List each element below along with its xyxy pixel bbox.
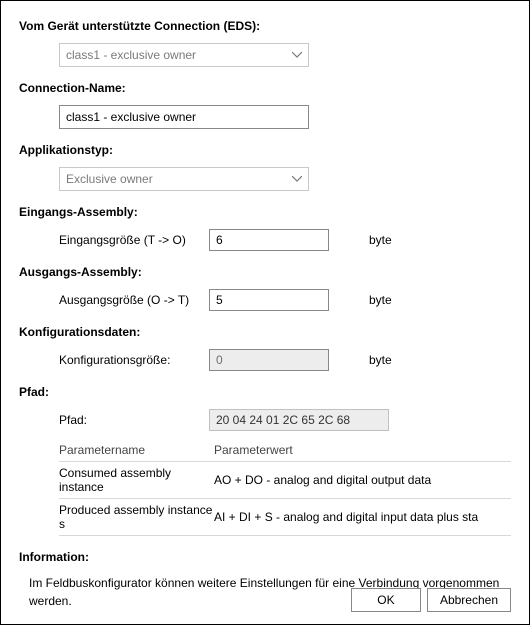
param-value-cell: AI + DI + S - analog and digital input d…: [214, 510, 511, 524]
param-value-cell: AO + DO - analog and digital output data: [214, 473, 511, 487]
ok-button-label: OK: [377, 593, 394, 607]
output-size-label: Ausgangsgröße (O -> T): [59, 293, 209, 307]
output-size-input[interactable]: 5: [209, 289, 329, 311]
dialog-container: Vom Gerät unterstützte Connection (EDS):…: [0, 0, 530, 625]
apptype-select[interactable]: Exclusive owner: [59, 167, 309, 191]
ok-button[interactable]: OK: [351, 588, 421, 612]
config-size-label: Konfigurationsgröße:: [59, 353, 209, 367]
param-table-row: Consumed assembly instance AO + DO - ana…: [59, 462, 511, 499]
chevron-down-icon: [292, 52, 302, 58]
apptype-label: Applikationstyp:: [19, 143, 511, 157]
path-input: 20 04 24 01 2C 65 2C 68: [209, 409, 389, 431]
input-size-input[interactable]: 6: [209, 229, 329, 251]
apptype-selected-text: Exclusive owner: [66, 172, 153, 186]
connection-name-label: Connection-Name:: [19, 81, 511, 95]
output-size-unit: byte: [369, 293, 392, 307]
button-bar: OK Abbrechen: [351, 588, 511, 612]
eds-selected-text: class1 - exclusive owner: [66, 48, 196, 62]
param-col-value: Parameterwert: [214, 443, 511, 457]
param-table-row: Produced assembly instance s AI + DI + S…: [59, 499, 511, 536]
connection-name-input[interactable]: class1 - exclusive owner: [59, 105, 309, 129]
info-label: Information:: [19, 550, 511, 564]
input-size-value: 6: [216, 233, 223, 247]
param-col-name: Parametername: [59, 443, 214, 457]
output-size-value: 5: [216, 293, 223, 307]
input-size-label: Eingangsgröße (T -> O): [59, 233, 209, 247]
input-size-unit: byte: [369, 233, 392, 247]
chevron-down-icon: [292, 176, 302, 182]
param-table: Parametername Parameterwert Consumed ass…: [19, 439, 511, 536]
eds-select[interactable]: class1 - exclusive owner: [59, 43, 309, 67]
path-row-label: Pfad:: [59, 413, 209, 427]
config-size-value: 0: [216, 353, 223, 367]
param-name-cell: Produced assembly instance s: [59, 503, 214, 531]
config-data-label: Konfigurationsdaten:: [19, 325, 511, 339]
param-table-header: Parametername Parameterwert: [59, 439, 511, 462]
path-label: Pfad:: [19, 385, 511, 399]
param-name-cell: Consumed assembly instance: [59, 466, 214, 494]
config-size-unit: byte: [369, 353, 392, 367]
input-asm-label: Eingangs-Assembly:: [19, 205, 511, 219]
cancel-button[interactable]: Abbrechen: [427, 588, 511, 612]
output-asm-label: Ausgangs-Assembly:: [19, 265, 511, 279]
eds-label: Vom Gerät unterstützte Connection (EDS):: [19, 19, 511, 33]
cancel-button-label: Abbrechen: [440, 593, 498, 607]
config-size-input: 0: [209, 349, 329, 371]
connection-name-value: class1 - exclusive owner: [66, 110, 196, 124]
path-value: 20 04 24 01 2C 65 2C 68: [216, 413, 350, 427]
